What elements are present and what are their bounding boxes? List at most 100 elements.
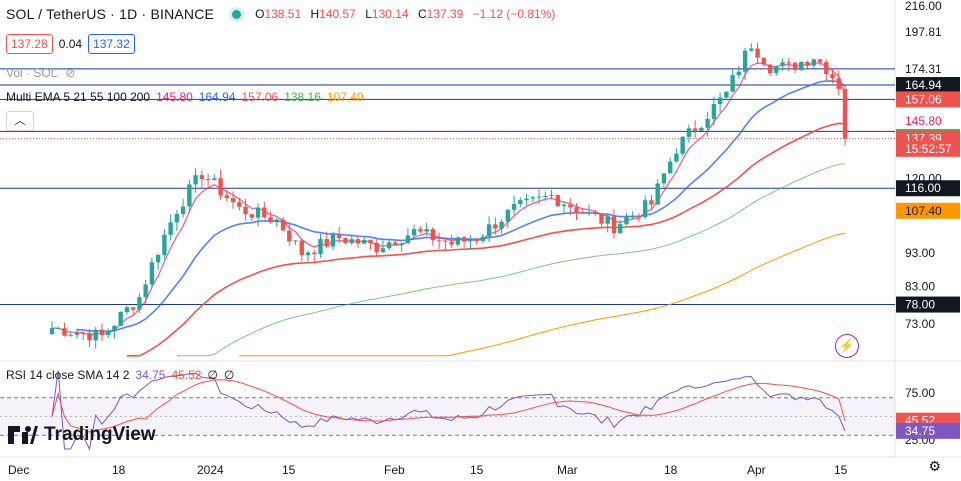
candle-body[interactable] xyxy=(549,195,554,197)
candle-body[interactable] xyxy=(293,240,298,242)
candle-body[interactable] xyxy=(411,229,417,236)
volume-label[interactable]: Vol · SOL xyxy=(6,66,58,80)
candle-body[interactable] xyxy=(717,97,723,105)
candle-body[interactable] xyxy=(262,207,267,218)
candle-body[interactable] xyxy=(786,62,792,64)
candle-body[interactable] xyxy=(686,128,692,137)
candle-body[interactable] xyxy=(711,104,717,119)
candle-body[interactable] xyxy=(774,66,779,74)
lightning-icon[interactable]: ⚡ xyxy=(835,334,859,358)
candle-body[interactable] xyxy=(386,242,392,249)
candle-body[interactable] xyxy=(518,200,523,204)
candle-body[interactable] xyxy=(199,175,205,180)
candle-body[interactable] xyxy=(830,74,835,79)
candle-body[interactable] xyxy=(530,197,535,199)
candle-body[interactable] xyxy=(118,311,123,326)
candle-body[interactable] xyxy=(642,200,648,218)
candle-body[interactable] xyxy=(349,239,354,244)
candle-body[interactable] xyxy=(168,222,173,235)
candle-body[interactable] xyxy=(449,241,454,245)
candle-body[interactable] xyxy=(87,333,92,341)
candle-body[interactable] xyxy=(792,62,798,71)
candle-body[interactable] xyxy=(480,236,486,242)
candle-body[interactable] xyxy=(324,239,329,247)
candle-body[interactable] xyxy=(274,219,279,223)
candle-body[interactable] xyxy=(692,128,698,131)
candle-body[interactable] xyxy=(149,262,155,285)
candle-body[interactable] xyxy=(842,88,848,139)
rsi-label[interactable]: RSI 14 close SMA 14 2 xyxy=(6,368,130,382)
candle-body[interactable] xyxy=(205,179,211,181)
candle-body[interactable] xyxy=(355,239,361,244)
candle-body[interactable] xyxy=(418,229,423,232)
settings-gear-icon[interactable]: ⚙ xyxy=(928,458,941,474)
candle-body[interactable] xyxy=(761,57,767,65)
candle-body[interactable] xyxy=(62,328,67,336)
candle-body[interactable] xyxy=(561,204,567,207)
candle-body[interactable] xyxy=(836,78,841,89)
candle-body[interactable] xyxy=(124,307,130,312)
candle-body[interactable] xyxy=(511,203,517,210)
candle-body[interactable] xyxy=(824,62,829,75)
candle-body[interactable] xyxy=(630,215,635,218)
candle-body[interactable] xyxy=(736,71,742,76)
candle-body[interactable] xyxy=(74,332,80,335)
candle-body[interactable] xyxy=(636,215,642,218)
candle-body[interactable] xyxy=(180,206,186,214)
candle-body[interactable] xyxy=(680,136,685,154)
candle-body[interactable] xyxy=(230,197,236,203)
candle-body[interactable] xyxy=(724,91,729,98)
candle-body[interactable] xyxy=(318,239,323,255)
candle-body[interactable] xyxy=(243,206,248,215)
candle-body[interactable] xyxy=(137,297,142,310)
candle-body[interactable] xyxy=(174,213,180,223)
candle-body[interactable] xyxy=(268,217,273,223)
candle-body[interactable] xyxy=(574,207,579,213)
candle-body[interactable] xyxy=(330,234,336,247)
candle-body[interactable] xyxy=(68,334,73,336)
candle-body[interactable] xyxy=(287,230,292,242)
candle-body[interactable] xyxy=(249,214,255,218)
candle-body[interactable] xyxy=(593,211,598,214)
candle-body[interactable] xyxy=(81,332,86,334)
candle-body[interactable] xyxy=(218,178,223,196)
symbol-title[interactable]: SOL / TetherUS · 1D · BINANCE xyxy=(6,6,215,22)
candle-body[interactable] xyxy=(130,307,136,310)
candle-body[interactable] xyxy=(580,212,585,214)
candle-body[interactable] xyxy=(343,238,348,244)
candle-body[interactable] xyxy=(755,48,760,58)
candle-body[interactable] xyxy=(237,202,242,207)
candle-body[interactable] xyxy=(112,325,117,331)
candle-body[interactable] xyxy=(586,211,592,214)
candle-body[interactable] xyxy=(624,217,629,225)
candle-body[interactable] xyxy=(49,328,55,335)
bid-price[interactable]: 137.28 xyxy=(6,34,53,54)
candle-body[interactable] xyxy=(536,196,542,198)
candle-body[interactable] xyxy=(155,254,161,263)
candle-body[interactable] xyxy=(362,239,367,244)
candle-body[interactable] xyxy=(605,216,610,224)
candle-body[interactable] xyxy=(99,329,105,335)
candle-body[interactable] xyxy=(817,59,823,63)
candle-body[interactable] xyxy=(811,59,816,66)
candle-body[interactable] xyxy=(56,328,61,330)
candle-body[interactable] xyxy=(730,75,735,92)
candle-body[interactable] xyxy=(499,221,504,229)
candle-body[interactable] xyxy=(699,127,704,131)
candle-body[interactable] xyxy=(255,207,261,218)
candle-body[interactable] xyxy=(505,209,511,222)
candle-body[interactable] xyxy=(474,240,479,242)
candle-body[interactable] xyxy=(674,153,679,162)
candle-body[interactable] xyxy=(424,229,429,232)
candle-body[interactable] xyxy=(655,183,660,205)
candle-body[interactable] xyxy=(455,237,461,245)
candle-body[interactable] xyxy=(611,216,617,234)
candle-body[interactable] xyxy=(493,224,498,229)
candle-body[interactable] xyxy=(443,240,448,242)
candle-body[interactable] xyxy=(162,234,167,255)
candle-body[interactable] xyxy=(705,118,710,128)
candle-body[interactable] xyxy=(749,48,754,51)
candle-body[interactable] xyxy=(224,195,230,198)
candle-body[interactable] xyxy=(543,196,548,198)
candle-body[interactable] xyxy=(649,200,654,205)
